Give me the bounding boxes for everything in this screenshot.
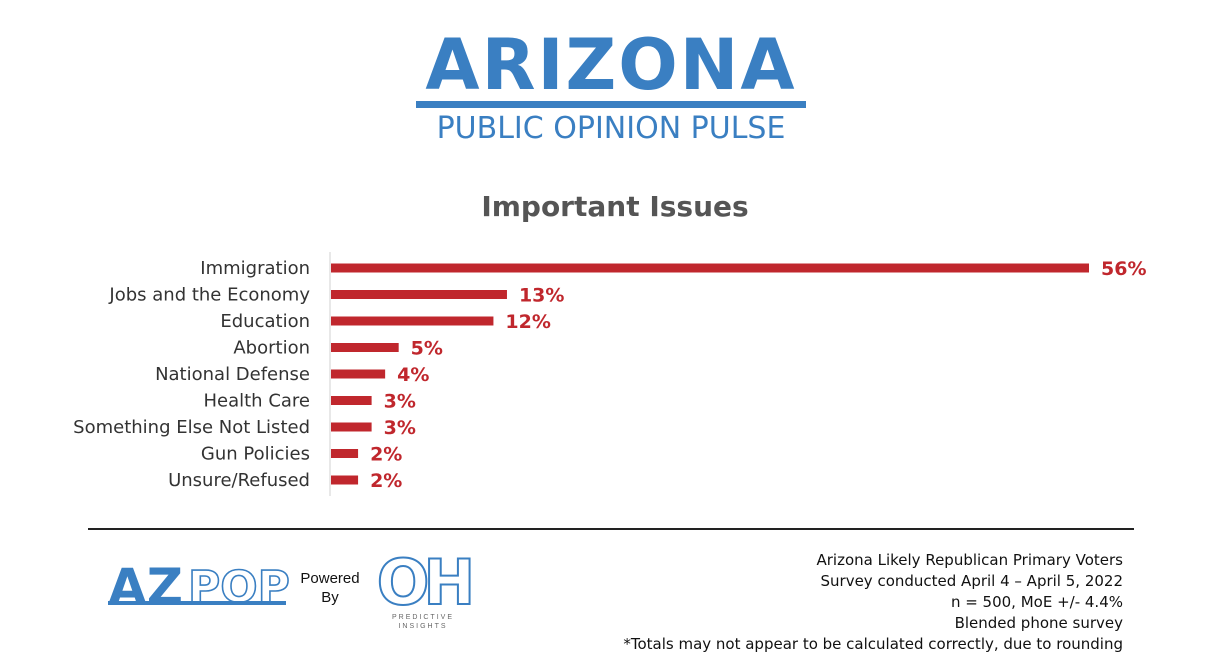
brand-title: ARIZONA xyxy=(425,24,797,106)
category-label: Health Care xyxy=(203,391,310,412)
category-label: Gun Policies xyxy=(201,444,310,465)
azpop-logo-az: AZ xyxy=(108,558,183,608)
oh-predictive-insights-logo: OH xyxy=(376,548,471,612)
bar xyxy=(331,290,507,299)
oh-caption-line-2: INSIGHTS xyxy=(398,623,448,630)
brand-divider xyxy=(416,101,806,108)
category-label: Jobs and the Economy xyxy=(108,285,310,306)
bar xyxy=(331,316,494,326)
chart-title: Important Issues xyxy=(481,190,749,223)
bar xyxy=(331,422,372,432)
bar xyxy=(331,475,359,485)
bar xyxy=(331,449,359,458)
azpop-logo-underline xyxy=(108,601,286,605)
powered-by-line-2: By xyxy=(321,589,339,606)
powered-by-text: Powered By xyxy=(292,569,368,607)
category-label: National Defense xyxy=(155,364,310,385)
data-label: 56% xyxy=(1101,258,1146,280)
azpop-logo: AZ POP xyxy=(108,558,290,608)
bar xyxy=(331,396,372,405)
note-sample: n = 500, MoE +/- 4.4% xyxy=(950,593,1123,611)
category-label: Abortion xyxy=(233,338,310,359)
powered-by-line-1: Powered xyxy=(300,570,360,587)
bar xyxy=(331,263,1089,273)
note-population: Arizona Likely Republican Primary Voters xyxy=(816,551,1123,569)
header: ARIZONA PUBLIC OPINION PULSE xyxy=(0,0,1216,160)
category-label: Education xyxy=(220,311,310,332)
note-rounding: *Totals may not appear to be calculated … xyxy=(623,635,1123,653)
category-label: Something Else Not Listed xyxy=(73,417,310,438)
data-label: 4% xyxy=(397,364,429,386)
bar-chart: Immigration 56% Jobs and the Economy 13% Edu… xyxy=(73,252,1146,496)
data-label: 5% xyxy=(411,338,443,360)
category-label: Immigration xyxy=(200,258,310,279)
survey-notes: Arizona Likely Republican Primary Voters… xyxy=(623,550,1123,655)
azpop-logo-pop: POP xyxy=(188,562,290,608)
data-label: 3% xyxy=(384,391,416,413)
bar xyxy=(331,343,399,352)
data-label: 13% xyxy=(519,285,564,307)
data-label: 2% xyxy=(370,444,402,466)
note-dates: Survey conducted April 4 – April 5, 2022 xyxy=(820,572,1124,590)
oh-logo-caption: PREDICTIVE INSIGHTS xyxy=(378,613,468,631)
data-label: 2% xyxy=(370,470,402,492)
footer-divider xyxy=(88,528,1134,530)
data-label: 12% xyxy=(505,311,550,333)
oh-logo-mark: OH xyxy=(377,548,471,612)
oh-caption-line-1: PREDICTIVE xyxy=(391,614,454,621)
bar xyxy=(331,369,386,379)
brand-subtitle: PUBLIC OPINION PULSE xyxy=(436,111,786,146)
note-method: Blended phone survey xyxy=(954,614,1123,632)
category-label: Unsure/Refused xyxy=(168,470,310,491)
data-label: 3% xyxy=(384,417,416,439)
